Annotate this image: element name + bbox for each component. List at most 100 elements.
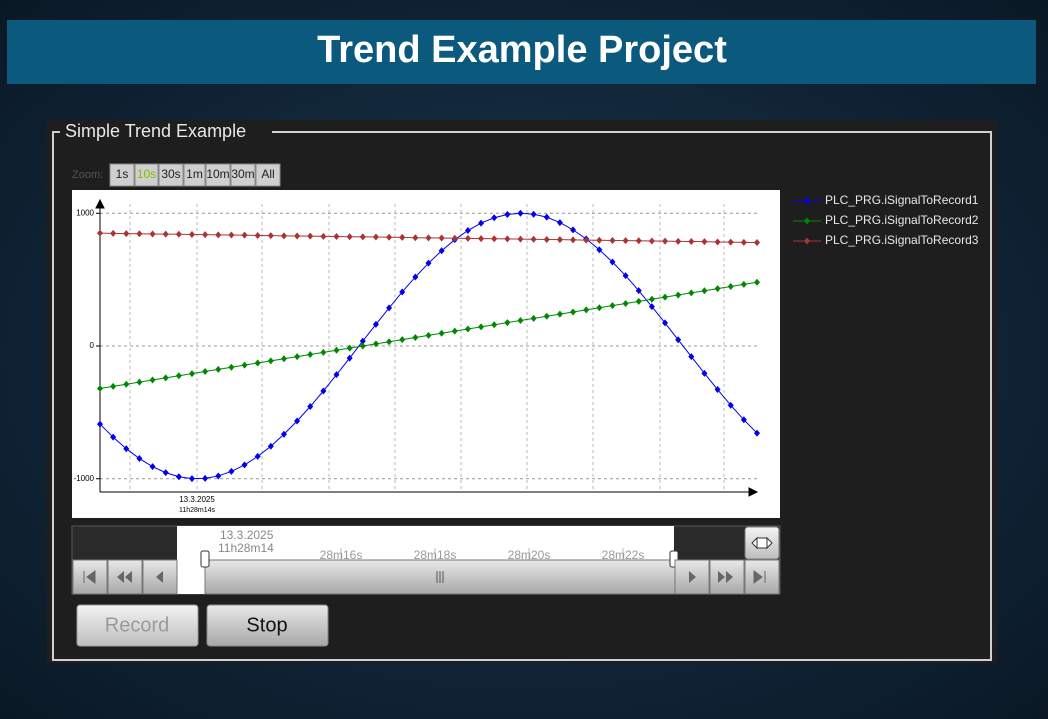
stop-button[interactable] <box>206 604 329 647</box>
data-point <box>754 278 760 286</box>
data-point <box>346 233 353 241</box>
x-label-time: 11h28m14s <box>179 507 216 514</box>
data-point <box>215 231 222 239</box>
data-point <box>359 233 366 241</box>
data-point <box>123 445 130 453</box>
data-point <box>412 273 419 281</box>
zoom-button-label: 30m <box>231 167 254 181</box>
data-point <box>359 337 366 345</box>
data-point <box>543 236 550 244</box>
zoom-button-label: 30s <box>161 167 180 181</box>
y-tick-label: 0 <box>90 341 95 350</box>
data-point <box>662 237 669 245</box>
data-point <box>188 475 195 483</box>
data-point <box>622 300 629 308</box>
y-tick-label: -1000 <box>74 474 95 483</box>
data-point <box>202 367 209 375</box>
data-point <box>530 235 537 243</box>
data-point <box>162 230 169 238</box>
nav-buttons <box>72 526 780 595</box>
data-point <box>504 319 511 327</box>
data-point <box>307 350 314 358</box>
data-point <box>320 232 327 240</box>
stop-label: Stop <box>246 614 287 636</box>
data-point <box>596 246 603 254</box>
data-point <box>149 230 156 238</box>
data-point <box>412 334 419 342</box>
data-point <box>202 474 209 482</box>
zoom-button[interactable] <box>183 163 206 187</box>
range-handle-left[interactable] <box>200 550 210 568</box>
zoom-label: Zoom: <box>72 169 103 181</box>
data-point <box>543 312 550 320</box>
data-point <box>254 359 261 367</box>
zoom-button[interactable] <box>230 163 256 187</box>
data-point <box>149 463 156 471</box>
data-point <box>701 238 708 246</box>
data-point <box>491 214 498 222</box>
x-label-date: 13.3.2025 <box>179 495 215 504</box>
data-point <box>609 236 616 244</box>
data-point <box>175 473 182 481</box>
data-point <box>740 416 747 424</box>
data-point <box>517 317 524 325</box>
data-point <box>478 235 485 243</box>
legend-marker <box>804 197 810 205</box>
data-point <box>504 235 511 243</box>
zoom-button[interactable] <box>158 163 184 187</box>
data-point <box>648 303 655 311</box>
zoom-button[interactable] <box>205 163 231 187</box>
data-point <box>97 384 103 392</box>
data-point <box>596 304 603 312</box>
data-point <box>254 231 261 239</box>
zoom-buttons: 1s 10s 30s 1m 10m 30m All <box>109 163 281 187</box>
thumb-grip <box>436 571 444 583</box>
data-point <box>372 320 379 328</box>
data-point <box>294 353 301 361</box>
zoom-button-label: 10s <box>137 167 156 181</box>
data-point <box>662 319 669 327</box>
data-point <box>714 386 721 394</box>
data-point <box>583 236 590 244</box>
timeline-tick-label: 28m16s <box>320 548 363 562</box>
data-point <box>425 234 432 242</box>
data-point <box>451 327 458 335</box>
data-point <box>570 308 577 316</box>
data-point <box>622 272 629 280</box>
data-point <box>215 365 222 373</box>
legend-marker <box>804 237 810 245</box>
data-point <box>97 420 103 428</box>
data-point <box>517 209 524 217</box>
zoom-button[interactable] <box>255 163 281 187</box>
data-point <box>688 353 695 361</box>
legend-label: PLC_PRG.iSignalToRecord1 <box>825 193 979 207</box>
data-point <box>110 382 117 390</box>
data-point <box>136 378 143 386</box>
zoom-button[interactable] <box>134 163 159 187</box>
data-point <box>451 234 458 242</box>
data-point <box>228 363 235 371</box>
data-point <box>425 259 432 267</box>
data-point <box>241 231 248 239</box>
data-point <box>175 230 182 238</box>
y-tick-label: 1000 <box>76 208 94 217</box>
data-point <box>280 232 287 240</box>
timeline-tick-label: 28m20s <box>508 548 551 562</box>
zoom-button[interactable] <box>109 163 135 187</box>
data-point <box>267 357 274 365</box>
legend: PLC_PRG.iSignalToRecord1 PLC_PRG.iSignalT… <box>793 193 979 247</box>
data-point <box>97 229 103 237</box>
data-point <box>754 238 760 246</box>
data-point <box>372 340 379 348</box>
timeline-date: 13.3.2025 <box>220 528 274 542</box>
data-point <box>333 233 340 240</box>
data-point <box>372 233 379 241</box>
data-point <box>280 430 287 438</box>
data-point <box>438 234 445 242</box>
data-point <box>754 429 760 437</box>
data-point <box>346 354 353 362</box>
record-button[interactable] <box>76 604 199 647</box>
data-point <box>675 237 682 245</box>
data-point <box>609 258 616 266</box>
